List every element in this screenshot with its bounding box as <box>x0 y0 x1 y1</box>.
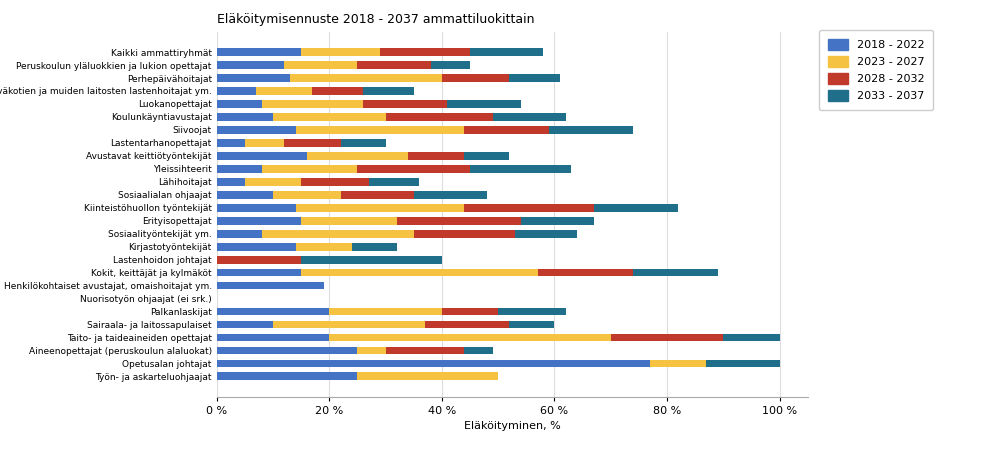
Bar <box>217 74 290 82</box>
Bar <box>217 373 358 380</box>
Text: Eläköitymisennuste 2018 - 2037 ammattiluokittain: Eläköitymisennuste 2018 - 2037 ammattilu… <box>217 13 534 26</box>
Bar <box>611 334 723 341</box>
Bar <box>363 100 447 108</box>
Bar <box>217 152 306 160</box>
Bar <box>301 48 380 56</box>
Bar <box>464 152 509 160</box>
Bar <box>442 74 509 82</box>
Bar <box>256 87 312 95</box>
Bar <box>492 113 565 121</box>
Bar <box>217 256 301 263</box>
Bar <box>341 139 385 147</box>
Bar <box>414 191 487 198</box>
Bar <box>464 126 549 134</box>
Bar <box>217 178 245 186</box>
Bar <box>217 113 273 121</box>
Bar <box>301 178 368 186</box>
Bar <box>290 74 442 82</box>
Bar <box>397 217 521 225</box>
Bar <box>358 373 498 380</box>
Bar <box>363 87 414 95</box>
Bar <box>442 308 498 315</box>
Bar <box>358 61 430 69</box>
Bar <box>217 359 650 367</box>
Bar <box>262 165 358 173</box>
Bar <box>380 48 470 56</box>
Bar <box>217 204 296 212</box>
Bar <box>329 308 442 315</box>
Bar <box>312 87 363 95</box>
Bar <box>464 346 492 354</box>
Bar <box>217 321 273 328</box>
Bar <box>217 48 301 56</box>
Bar <box>245 139 285 147</box>
Bar <box>301 217 397 225</box>
Bar <box>329 334 611 341</box>
Bar <box>368 178 420 186</box>
Bar <box>285 139 341 147</box>
Bar <box>217 334 329 341</box>
Bar <box>358 165 470 173</box>
Bar <box>296 243 352 251</box>
Bar <box>594 204 679 212</box>
Bar <box>217 308 329 315</box>
Bar <box>425 321 509 328</box>
Bar <box>430 61 470 69</box>
Bar <box>217 191 273 198</box>
Bar <box>217 282 324 290</box>
Bar <box>217 230 262 238</box>
Bar <box>217 243 296 251</box>
Bar <box>306 152 408 160</box>
Bar <box>301 256 442 263</box>
Bar <box>217 165 262 173</box>
Bar <box>521 217 594 225</box>
Bar <box>515 230 577 238</box>
Bar <box>273 321 425 328</box>
Bar <box>217 139 245 147</box>
Bar <box>470 48 543 56</box>
Bar <box>285 61 358 69</box>
Bar <box>464 204 594 212</box>
Bar <box>633 269 718 276</box>
Bar <box>296 204 464 212</box>
Bar <box>217 61 285 69</box>
Bar <box>262 100 363 108</box>
Bar <box>538 269 633 276</box>
Bar <box>341 191 414 198</box>
Bar <box>217 346 358 354</box>
Bar <box>217 126 296 134</box>
Bar <box>408 152 464 160</box>
Bar <box>509 74 560 82</box>
Bar <box>723 334 779 341</box>
Bar <box>385 113 492 121</box>
Bar <box>447 100 521 108</box>
Bar <box>217 87 256 95</box>
Bar <box>650 359 706 367</box>
Bar <box>414 230 515 238</box>
Bar <box>245 178 301 186</box>
Bar <box>217 269 301 276</box>
Bar <box>217 100 262 108</box>
Bar <box>549 126 633 134</box>
Bar <box>358 346 385 354</box>
Bar <box>273 113 385 121</box>
Bar <box>352 243 397 251</box>
Bar <box>470 165 571 173</box>
Bar <box>498 308 565 315</box>
Bar <box>273 191 341 198</box>
Bar <box>385 346 464 354</box>
Bar <box>509 321 555 328</box>
Bar <box>217 217 301 225</box>
Bar <box>301 269 538 276</box>
X-axis label: Eläköityminen, %: Eläköityminen, % <box>464 422 560 432</box>
Bar <box>706 359 779 367</box>
Bar <box>296 126 464 134</box>
Legend: 2018 - 2022, 2023 - 2027, 2028 - 2032, 2033 - 2037: 2018 - 2022, 2023 - 2027, 2028 - 2032, 2… <box>820 30 934 110</box>
Bar <box>262 230 414 238</box>
